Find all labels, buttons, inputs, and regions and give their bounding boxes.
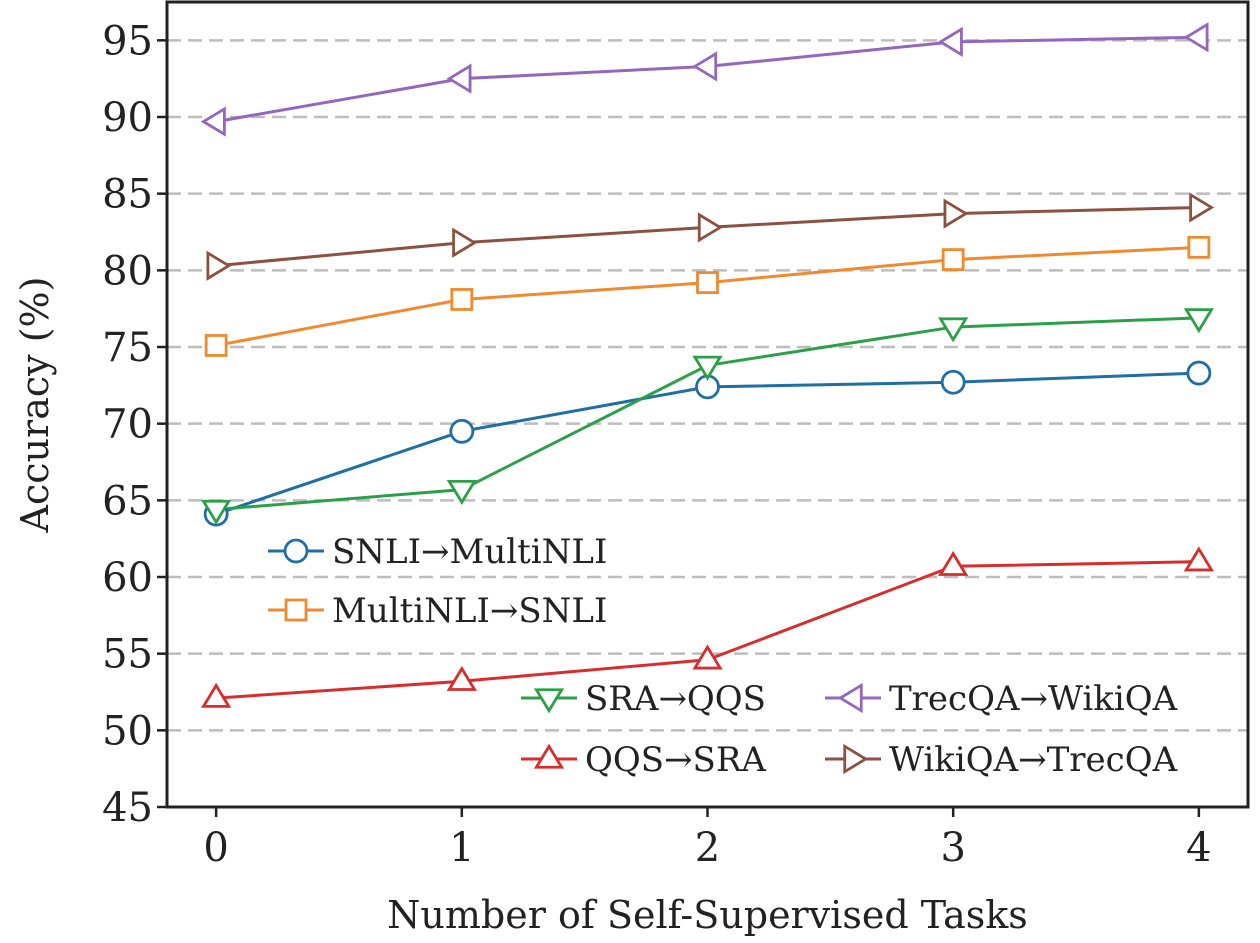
series-4-point-1 bbox=[446, 63, 472, 94]
x-tick-label-1: 1 bbox=[449, 825, 474, 871]
series-2-point-4 bbox=[1183, 308, 1214, 334]
y-tick-label-65: 65 bbox=[102, 478, 153, 524]
series-4-point-3 bbox=[937, 26, 963, 58]
series-4-point-2 bbox=[692, 51, 718, 82]
series-4-point-4 bbox=[1183, 22, 1209, 53]
series-2-point-3 bbox=[938, 317, 969, 343]
series-2-point-0 bbox=[201, 499, 232, 525]
x-tick-label-2: 2 bbox=[695, 825, 720, 871]
y-tick-label-80: 80 bbox=[102, 248, 153, 294]
series-1-point-2 bbox=[696, 271, 719, 295]
legend-label-1: MultiNLI→SNLI bbox=[332, 591, 607, 631]
series-1-point-1 bbox=[450, 288, 474, 311]
legend-label-2: SRA→QQS bbox=[585, 679, 766, 719]
series-4-point-0 bbox=[200, 106, 226, 137]
legend-marker-2 bbox=[533, 688, 565, 714]
legend-marker-4 bbox=[533, 743, 565, 769]
series-markers bbox=[200, 22, 1215, 708]
y-tick-label-50: 50 bbox=[102, 708, 153, 754]
legend-entry-3: TrecQA→WikiQA bbox=[825, 679, 1178, 719]
y-tick-label-90: 90 bbox=[102, 95, 153, 141]
x-axis-ticks: 0 1 2 3 4 bbox=[203, 807, 1212, 871]
y-tick-label-85: 85 bbox=[102, 172, 153, 218]
series-2-point-1 bbox=[446, 479, 477, 505]
series-2-point-2 bbox=[692, 355, 723, 381]
legend-marker-1 bbox=[284, 598, 308, 622]
series-5-point-0 bbox=[206, 250, 232, 281]
series-0-point-1 bbox=[449, 418, 475, 444]
series-5-point-1 bbox=[452, 227, 478, 258]
x-tick-label-3: 3 bbox=[940, 825, 965, 871]
y-tick-label-55: 55 bbox=[102, 632, 153, 678]
legend-marker-0 bbox=[283, 538, 309, 564]
x-axis-label: Number of Self-Supervised Tasks bbox=[387, 893, 1028, 937]
series-5-point-2 bbox=[697, 212, 723, 243]
y-tick-label-60: 60 bbox=[102, 555, 153, 601]
legend-entry-4: QQS→SRA bbox=[521, 740, 766, 780]
legend-label-3: TrecQA→WikiQA bbox=[889, 679, 1178, 719]
legend-label-4: QQS→SRA bbox=[585, 740, 766, 780]
series-line-4 bbox=[215, 35, 1199, 124]
y-tick-label-70: 70 bbox=[102, 402, 153, 448]
series-1-point-4 bbox=[1187, 235, 1211, 259]
series-3-point-1 bbox=[446, 665, 477, 691]
x-tick-label-4: 4 bbox=[1186, 825, 1211, 871]
y-axis-label: Accuracy (%) bbox=[13, 277, 57, 534]
series-3-point-4 bbox=[1183, 546, 1214, 572]
y-tick-label-45: 45 bbox=[102, 785, 153, 831]
series-0-point-3 bbox=[940, 369, 966, 395]
x-tick-label-0: 0 bbox=[203, 825, 228, 871]
legend-entry-5: WikiQA→TrecQA bbox=[825, 740, 1178, 780]
series-0-point-4 bbox=[1186, 360, 1212, 386]
series-3-point-3 bbox=[938, 550, 969, 576]
legend-entry-2: SRA→QQS bbox=[521, 679, 766, 719]
y-tick-label-75: 75 bbox=[102, 325, 153, 371]
legend-marker-5 bbox=[843, 743, 869, 775]
legend-marker-3 bbox=[837, 682, 863, 714]
series-5-point-4 bbox=[1189, 192, 1215, 223]
legend: SNLI→MultiNLI MultiNLI→SNLI SRA→QQS TrecQA→… bbox=[268, 532, 1178, 780]
series-1-point-0 bbox=[204, 334, 228, 357]
series-1-point-3 bbox=[941, 248, 965, 272]
legend-entry-1: MultiNLI→SNLI bbox=[268, 591, 607, 631]
legend-label-5: WikiQA→TrecQA bbox=[889, 740, 1178, 780]
series-5-point-3 bbox=[943, 198, 969, 229]
y-tick-label-95: 95 bbox=[102, 18, 153, 64]
series-3-point-2 bbox=[692, 644, 723, 670]
y-axis-ticks: 45 50 55 60 65 70 75 80 85 90 95 bbox=[102, 18, 167, 831]
legend-entry-0: SNLI→MultiNLI bbox=[268, 532, 607, 572]
series-line-1 bbox=[215, 245, 1199, 347]
legend-label-0: SNLI→MultiNLI bbox=[332, 532, 607, 572]
series-3-point-0 bbox=[201, 682, 232, 708]
